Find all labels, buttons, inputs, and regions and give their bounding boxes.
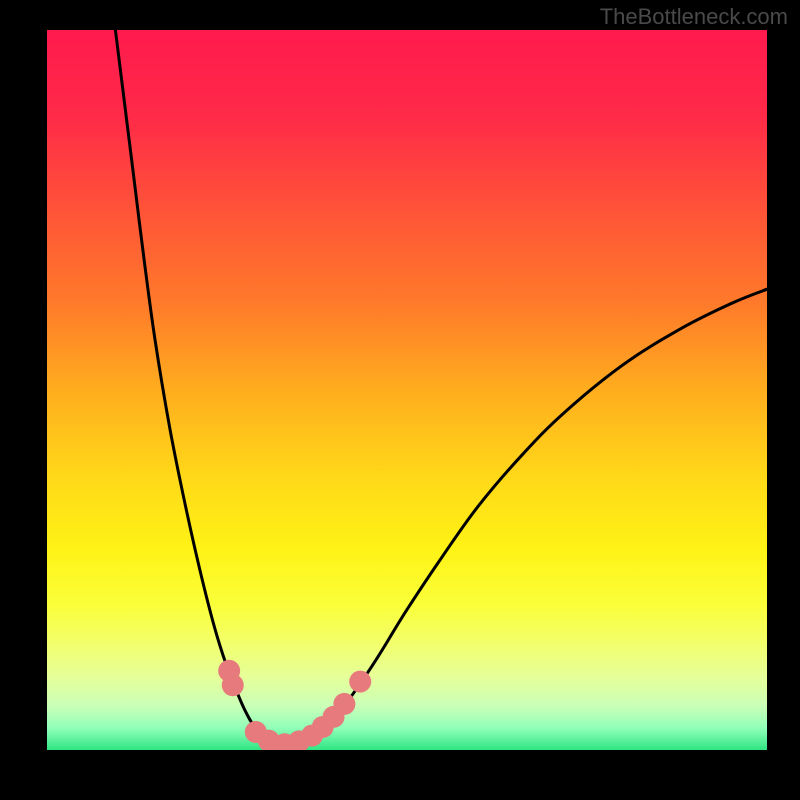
data-marker [333,693,355,715]
chart-container: TheBottleneck.com [0,0,800,800]
bottleneck-chart [0,0,800,800]
plot-background [47,30,767,750]
data-marker [349,671,371,693]
data-marker [222,674,244,696]
